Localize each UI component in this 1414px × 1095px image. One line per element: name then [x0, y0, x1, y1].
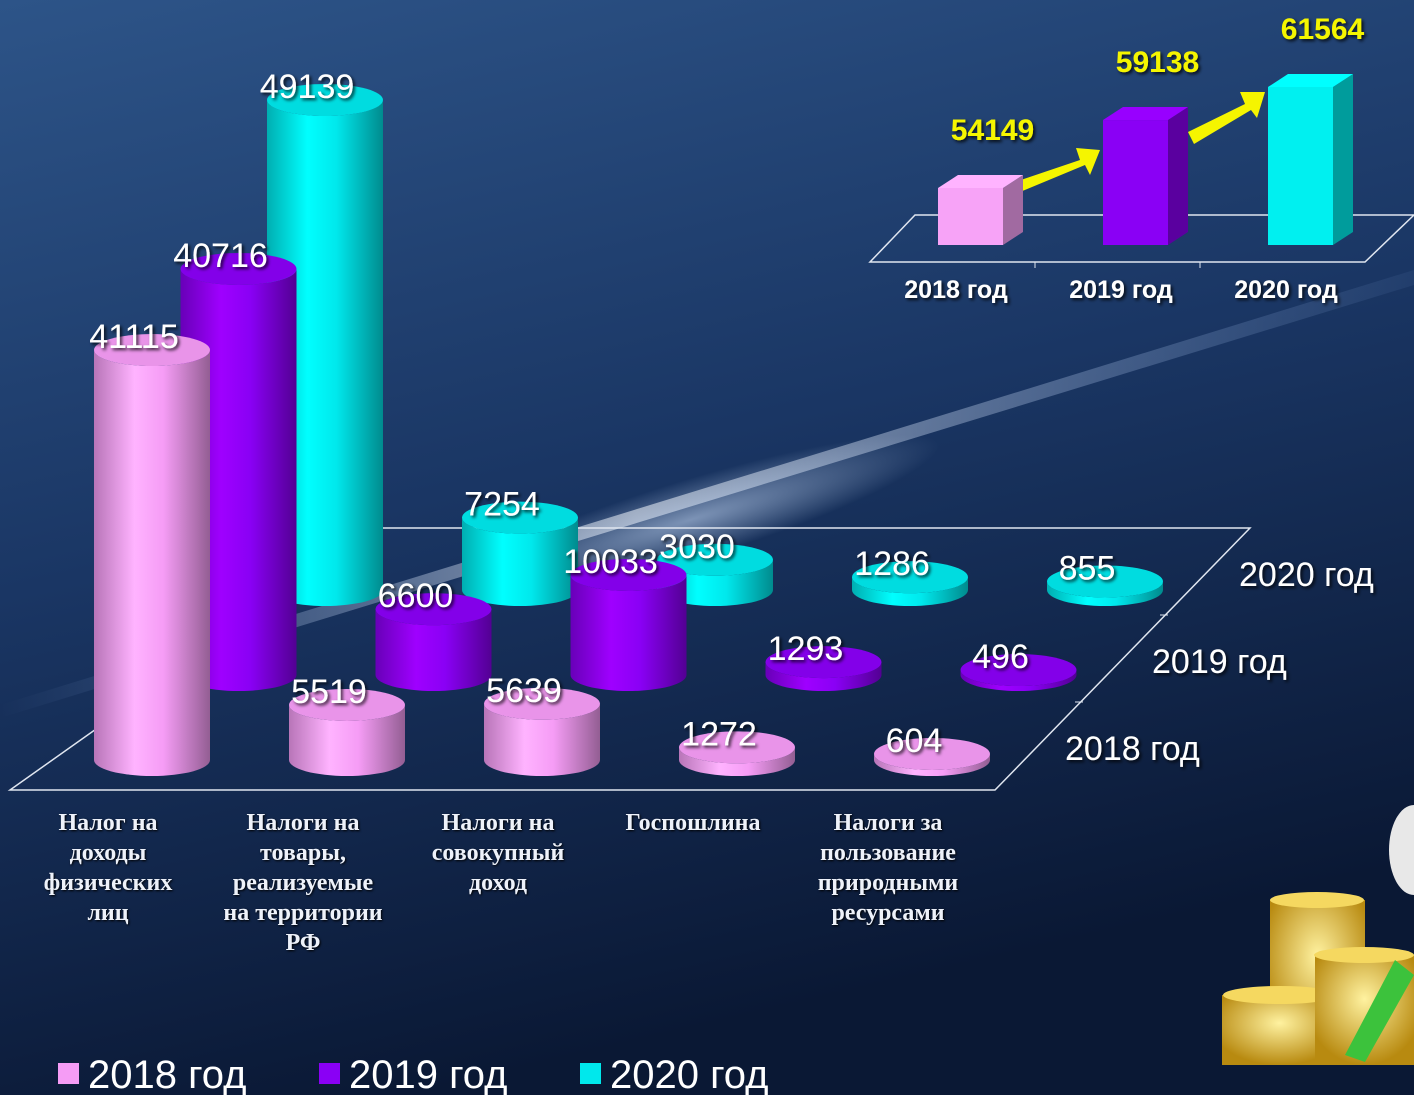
value-label: 49139	[260, 68, 355, 106]
bar	[1103, 120, 1168, 245]
cylinder-top	[765, 646, 882, 679]
cylinder	[484, 703, 600, 776]
cylinder-top	[679, 731, 795, 764]
bar-side	[1003, 175, 1023, 245]
x-tick-label: 2019 год	[1069, 276, 1173, 304]
bar	[938, 188, 1003, 245]
x-tick-label: Налог на доходы физических лиц	[43, 810, 173, 926]
cylinder-top	[180, 252, 297, 285]
legend-swatch	[319, 1063, 340, 1084]
value-label: 61564	[1281, 13, 1365, 46]
cylinder-top	[375, 593, 492, 626]
value-label: 1293	[768, 630, 844, 668]
bar-top	[938, 175, 1023, 188]
cylinder-top	[570, 558, 687, 591]
cylinder	[679, 747, 795, 776]
cylinder	[375, 609, 492, 691]
depth-label: 2019 год	[1152, 643, 1287, 681]
value-label: 59138	[1116, 46, 1199, 79]
x-tick-label: Налоги на товары, реализуемые на террито…	[223, 810, 383, 956]
value-label: 40716	[173, 237, 268, 275]
depth-label: 2018 год	[1065, 730, 1200, 768]
cylinder-top	[657, 543, 773, 576]
cylinder-top	[289, 688, 405, 721]
arrow	[1188, 92, 1265, 144]
cylinder	[765, 662, 882, 691]
bar-side	[1333, 74, 1353, 245]
bar-side	[1168, 107, 1188, 245]
bar	[1268, 87, 1333, 245]
x-tick-label: 2018 год	[904, 276, 1008, 304]
x-tick-label: Налоги на совокупный доход	[431, 810, 565, 896]
legend-swatch	[580, 1063, 601, 1084]
value-label: 1286	[854, 545, 930, 583]
value-label: 41115	[89, 318, 179, 356]
cylinder	[289, 704, 405, 776]
legend-label: 2018 год	[88, 1053, 247, 1095]
cylinder-top	[94, 334, 210, 367]
cylinder-top	[484, 687, 600, 720]
value-label: 54149	[951, 114, 1034, 147]
bar-top	[1103, 107, 1188, 121]
x-tick-label: Налоги за пользование природными ресурса…	[817, 810, 959, 926]
value-label: 10033	[563, 543, 658, 581]
cylinder	[1047, 581, 1163, 606]
value-label: 7254	[464, 486, 540, 524]
value-label: 1272	[681, 715, 757, 753]
value-label: 5639	[486, 672, 562, 710]
cylinder	[852, 577, 968, 606]
arrow	[1015, 148, 1100, 192]
cylinder	[94, 350, 210, 776]
x-tick-label: Госпошлина	[625, 810, 761, 836]
value-label: 855	[1059, 549, 1116, 587]
depth-label: 2020 год	[1239, 556, 1374, 594]
legend-label: 2020 год	[610, 1053, 769, 1095]
cylinder	[570, 574, 687, 691]
cylinder	[874, 753, 990, 776]
cylinder-top	[267, 84, 383, 116]
cylinder	[960, 670, 1077, 691]
cylinder-top	[874, 737, 990, 770]
cylinder	[462, 517, 578, 606]
x-tick-label: 2020 год	[1234, 276, 1338, 304]
value-label: 6600	[378, 577, 454, 615]
cylinder-top	[852, 561, 968, 594]
cylinder-top	[462, 501, 578, 534]
cylinder-top	[1047, 565, 1163, 598]
cylinder-top	[960, 654, 1077, 687]
value-label: 5519	[291, 673, 367, 711]
legend-label: 2019 год	[349, 1053, 508, 1095]
legend-swatch	[58, 1063, 79, 1084]
value-label: 604	[886, 722, 943, 760]
coins	[1222, 805, 1414, 1065]
value-label: 496	[972, 638, 1029, 676]
value-label: 3030	[659, 528, 735, 566]
bar-top	[1268, 74, 1353, 87]
